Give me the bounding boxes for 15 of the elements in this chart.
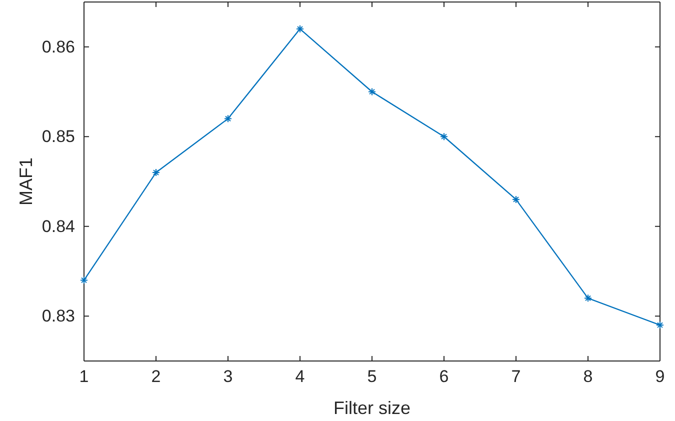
y-tick-label: 0.83 — [42, 306, 75, 326]
x-tick-label: 6 — [439, 367, 449, 386]
y-tick-label: 0.86 — [42, 37, 75, 56]
x-tick-label: 7 — [511, 367, 521, 386]
x-tick-label: 4 — [295, 367, 305, 386]
x-tick-label: 5 — [367, 367, 377, 386]
x-tick-label: 3 — [223, 367, 233, 386]
x-tick-label: 1 — [79, 367, 89, 386]
x-tick-label: 2 — [151, 367, 161, 386]
x-tick-label: 9 — [655, 367, 665, 386]
y-axis-title: MAF1 — [16, 157, 36, 206]
y-tick-label: 0.84 — [42, 216, 75, 236]
x-axis-title: Filter size — [333, 398, 411, 418]
x-tick-label: 8 — [583, 367, 593, 386]
y-tick-label: 0.85 — [42, 127, 75, 146]
